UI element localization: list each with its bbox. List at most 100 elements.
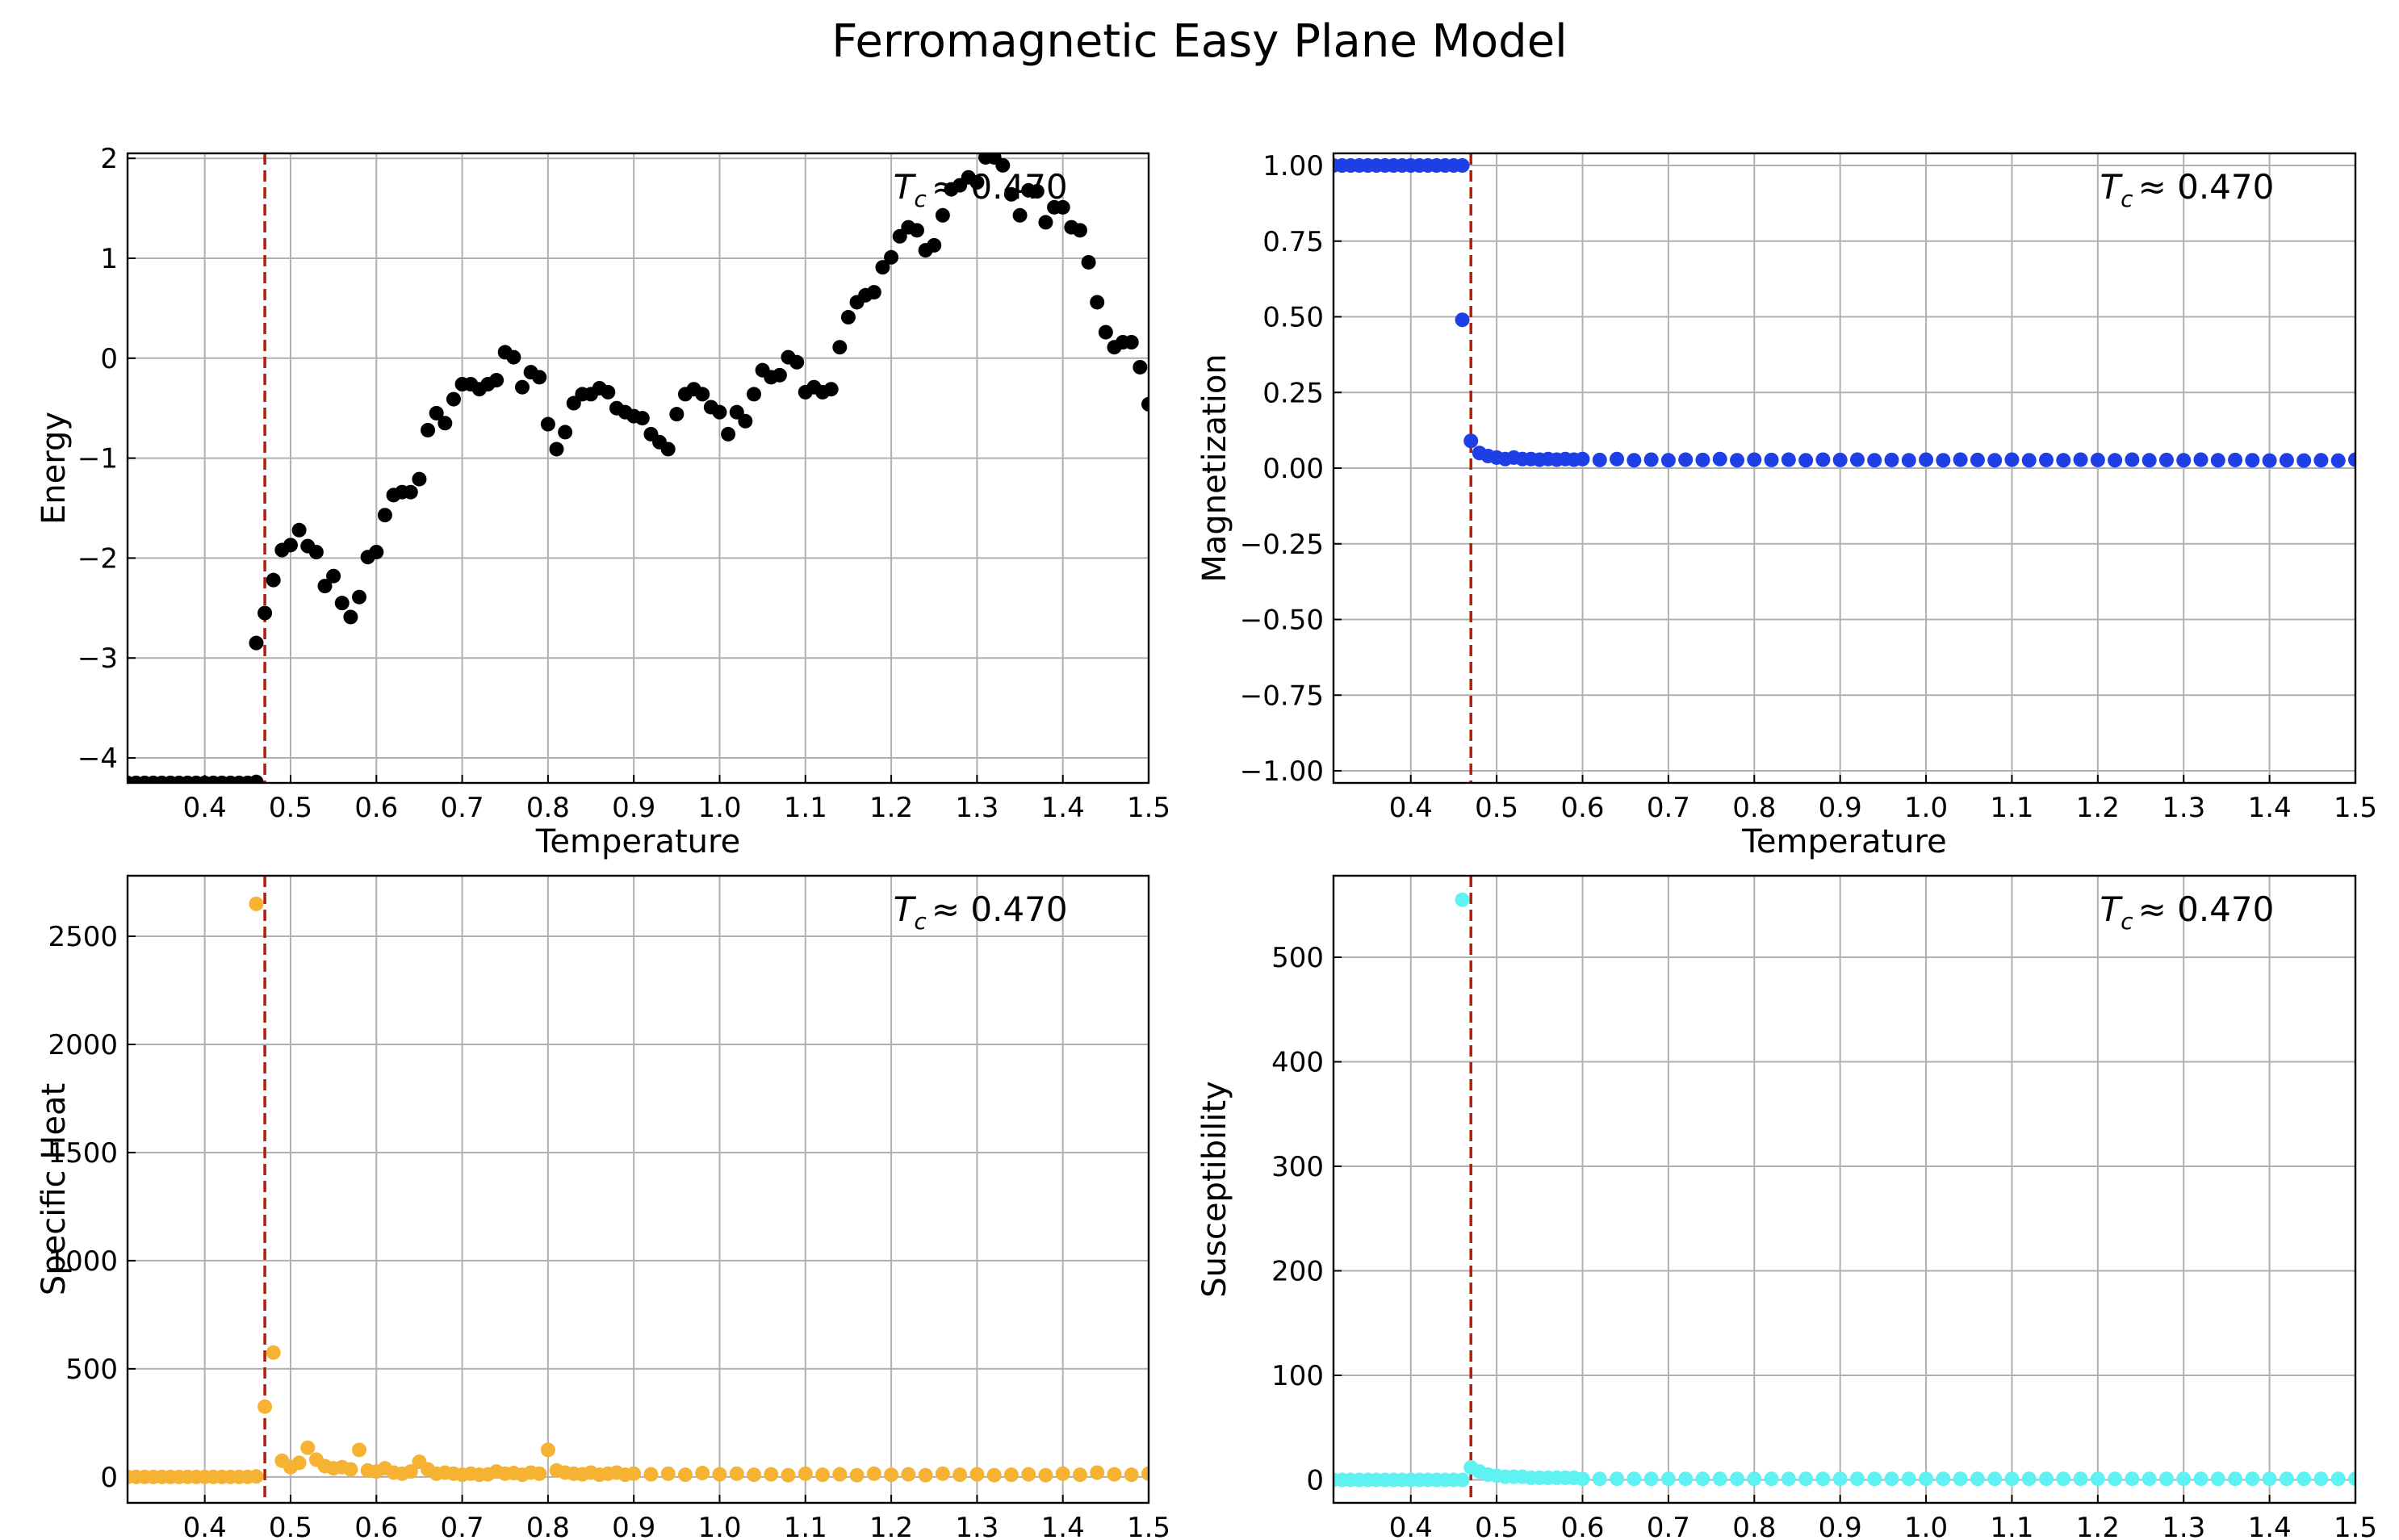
data-point	[789, 354, 805, 370]
y-tick-label: 2000	[48, 1029, 118, 1061]
tc-annotation: Tc ≈ 0.470	[894, 167, 1068, 212]
data-point	[1730, 453, 1745, 468]
data-point	[2330, 453, 2346, 468]
susceptibility-panel: 0.4 0.5 0.6 0.7 0.8 0.9 1.0 1.1 1.2 1.3 1.4 1.5 0 100…	[1196, 874, 2377, 1540]
data-point	[403, 484, 418, 500]
data-point	[283, 538, 298, 553]
data-point	[1072, 1467, 1087, 1483]
y-tick-label: −2	[77, 542, 118, 575]
x-tick-label: 1.3	[2162, 792, 2205, 824]
data-point	[514, 379, 530, 395]
data-point	[2313, 453, 2329, 468]
data-point	[747, 1467, 762, 1483]
data-point	[549, 441, 564, 457]
data-point	[266, 572, 281, 588]
data-point	[2021, 1471, 2037, 1487]
data-point	[1081, 254, 1096, 270]
energy-panel: 0.4 0.5 0.6 0.7 0.8 0.9 1.0 1.1 1.2 1.3 1.4 1.5 −4 −3…	[36, 143, 1170, 860]
data-point	[352, 1442, 367, 1458]
data-point	[747, 387, 762, 402]
data-point	[2210, 1471, 2225, 1487]
x-tick-label: 1.3	[955, 1512, 999, 1540]
data-point	[2245, 453, 2260, 468]
data-point	[343, 609, 358, 625]
susceptibility-points	[1333, 892, 2355, 1488]
x-tick-label: 1.2	[869, 1512, 913, 1540]
data-point	[1695, 452, 1710, 467]
x-axis-label: Temperature	[535, 823, 740, 860]
x-tick-label: 1.4	[1041, 1512, 1085, 1540]
data-point	[1107, 1467, 1122, 1482]
x-tick-label: 1.5	[1127, 792, 1170, 824]
data-point	[1003, 1467, 1019, 1483]
x-tick-label: 0.8	[1732, 792, 1776, 824]
data-point	[1764, 452, 1779, 467]
data-point	[291, 522, 307, 538]
x-tick-label: 1.0	[1904, 1512, 1948, 1540]
data-point	[1592, 452, 1607, 467]
data-point	[918, 1467, 933, 1483]
data-point	[669, 407, 685, 422]
data-point	[1781, 452, 1796, 467]
data-point	[2193, 1471, 2209, 1487]
x-tick-label: 0.4	[183, 792, 227, 824]
y-tick-label: 500	[65, 1354, 118, 1386]
data-point	[1003, 186, 1019, 202]
x-tick-label: 1.5	[1127, 1512, 1170, 1540]
axes-frame	[126, 874, 1150, 1504]
axes-frame	[1332, 874, 2357, 1504]
data-point	[2262, 1471, 2277, 1487]
data-point	[1712, 1471, 1727, 1487]
data-point	[2056, 1471, 2071, 1487]
data-point	[334, 596, 350, 611]
data-point	[308, 545, 324, 559]
data-point	[1747, 1471, 1762, 1487]
y-tick-label: 2	[100, 143, 118, 175]
data-point	[626, 1466, 642, 1481]
y-tick-label: −4	[77, 743, 118, 775]
y-tick-label: 0	[1306, 1465, 1324, 1497]
x-tick-label: 0.4	[1389, 792, 1433, 824]
x-tick-label: 0.8	[526, 792, 570, 824]
data-point	[257, 1399, 273, 1414]
data-point	[2108, 1471, 2123, 1487]
data-point	[1133, 359, 1148, 375]
data-point	[935, 1466, 950, 1481]
data-point	[2125, 452, 2140, 467]
data-point	[1712, 451, 1727, 467]
data-point	[1455, 312, 1470, 328]
y-tick-label: 0.00	[1262, 453, 1324, 485]
y-tick-label: 1.00	[1262, 150, 1324, 182]
data-point	[429, 405, 444, 421]
x-tick-label: 0.6	[1560, 792, 1604, 824]
data-point	[1815, 1471, 1831, 1487]
x-tick-label: 0.7	[441, 1512, 484, 1540]
data-point	[849, 1467, 865, 1483]
data-point	[729, 1466, 744, 1481]
x-tick-label: 0.7	[1647, 792, 1690, 824]
data-point	[257, 605, 273, 621]
x-tick-label: 1.0	[1904, 792, 1948, 824]
data-point	[1695, 1471, 1710, 1487]
y-tick-label: 400	[1271, 1047, 1324, 1079]
data-point	[438, 416, 453, 431]
x-tick-label: 0.6	[354, 1512, 398, 1540]
x-tick-label: 0.5	[269, 1512, 312, 1540]
axes-frame	[126, 152, 1150, 785]
data-point	[446, 391, 461, 407]
data-point	[1798, 453, 1814, 468]
x-tick-label: 0.8	[526, 1512, 570, 1540]
data-point	[2039, 452, 2054, 467]
data-point	[2348, 1471, 2355, 1487]
data-point	[1124, 1467, 1139, 1483]
tc-annotation: Tc ≈ 0.470	[894, 889, 1068, 935]
data-point	[1643, 452, 1659, 467]
data-point	[249, 774, 264, 783]
x-tick-label: 1.1	[1990, 1512, 2033, 1540]
data-point	[601, 384, 616, 400]
data-point	[677, 1467, 693, 1483]
y-tick-label: 1	[100, 243, 118, 275]
data-point	[421, 422, 436, 437]
data-point	[1936, 453, 1951, 468]
data-point	[1764, 1471, 1779, 1487]
